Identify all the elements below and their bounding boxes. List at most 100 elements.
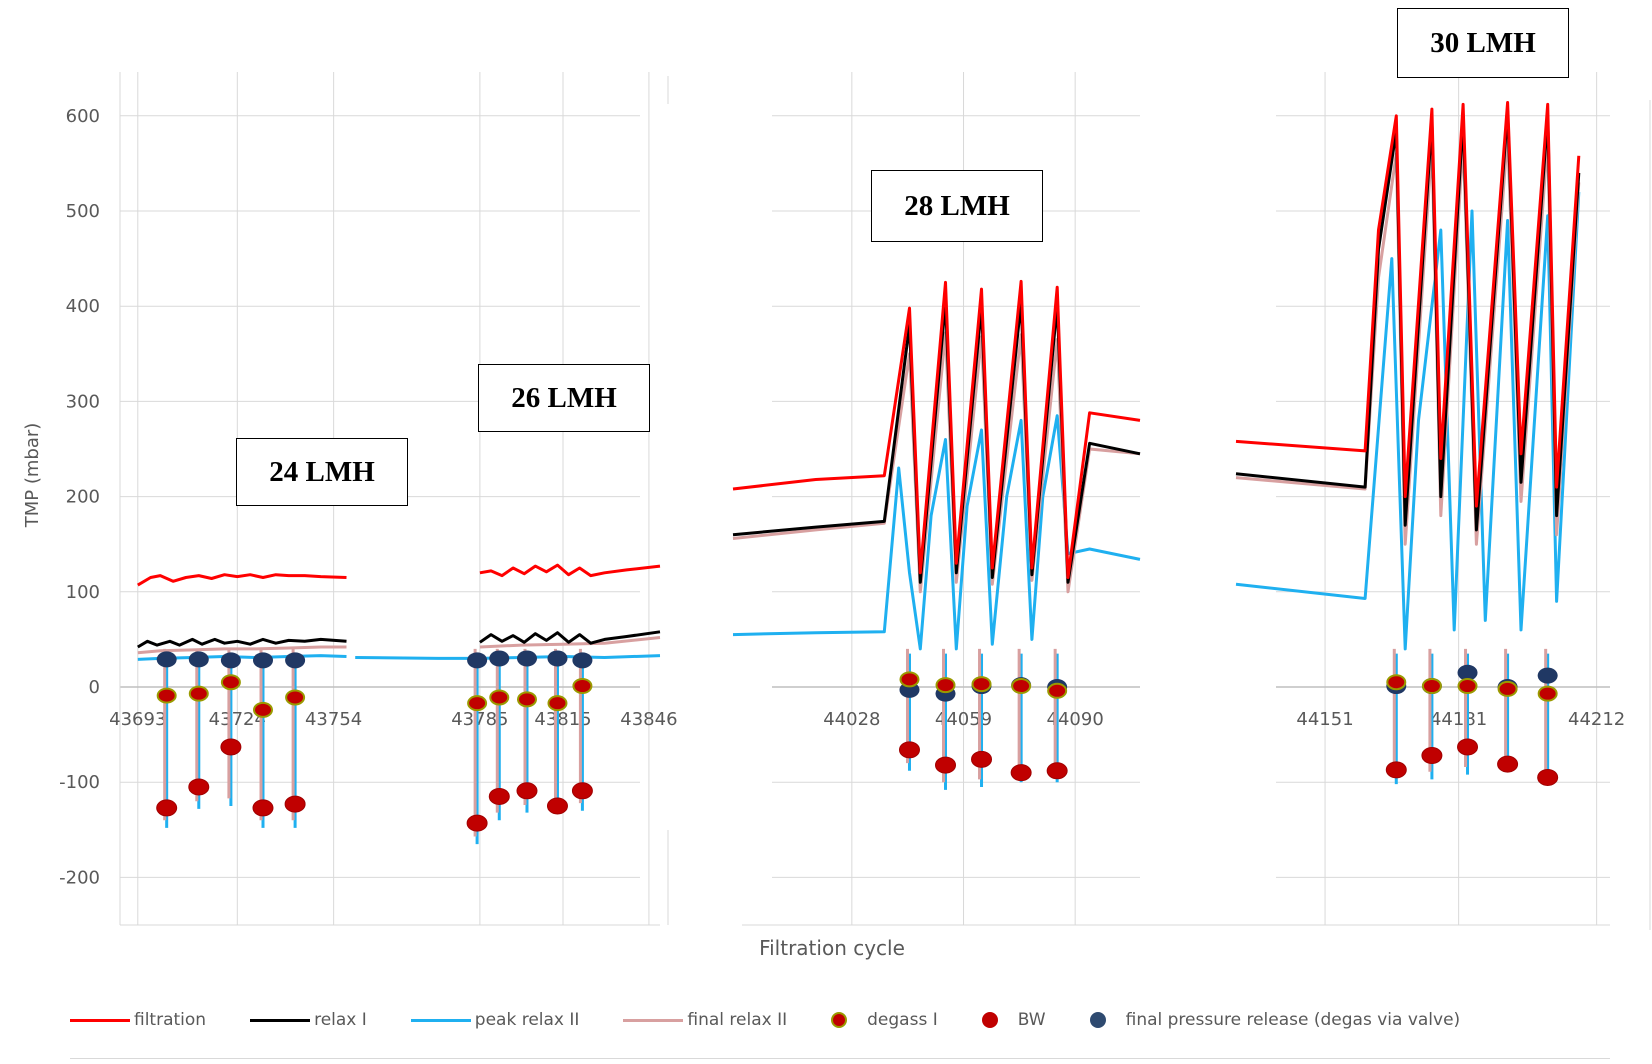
series-relax-i-panel-1	[479, 630, 661, 645]
bw-point	[546, 797, 568, 815]
legend-divider	[70, 1058, 1610, 1059]
final-pressure-release-point	[220, 652, 241, 669]
y-tick-label: 300	[66, 391, 100, 412]
degass-i-point	[1537, 685, 1558, 702]
bw-point	[1497, 755, 1519, 773]
x-tick-label: 44212	[1568, 709, 1625, 730]
series-peak-relax-ii-panel-2	[732, 414, 1141, 651]
legend-swatch-peak-relax-ii	[410, 1018, 471, 1022]
legend-item-bw: BW	[981, 1010, 1046, 1030]
final-pressure-release-point	[285, 652, 306, 669]
y-tick-label: 400	[66, 296, 100, 317]
legend-swatch-relax-i	[250, 1018, 311, 1022]
series-filtration-panel-0	[137, 573, 347, 587]
x-tick-label: 44151	[1296, 709, 1353, 730]
bw-point	[220, 738, 242, 756]
bw-point	[571, 782, 593, 800]
degass-i-point	[188, 685, 209, 702]
bw-point	[1457, 738, 1479, 756]
degass-i-point	[467, 695, 488, 712]
legend-item-degass-i: degass I	[831, 1010, 938, 1030]
degass-i-point	[1011, 678, 1032, 695]
x-tick-label: 44059	[935, 709, 992, 730]
bw-point	[516, 782, 538, 800]
legend-swatch-bw	[981, 1012, 998, 1028]
bw-point	[252, 799, 274, 817]
series-final-relax-ii-panel-0	[137, 645, 347, 655]
x-tick-label: 44028	[823, 709, 880, 730]
legend-item-peak-relax-ii: peak relax II	[410, 1010, 580, 1030]
bw-point	[971, 750, 993, 768]
legend-swatch-final-relax-ii	[623, 1018, 684, 1022]
bw-point	[1046, 762, 1068, 780]
flux-label-26: 26 LMH	[478, 364, 650, 432]
flux-label-28: 28 LMH	[871, 170, 1043, 242]
final-pressure-release-point	[516, 650, 537, 667]
bw-point	[156, 799, 178, 817]
degass-i-point	[1497, 680, 1518, 697]
degass-i-point	[572, 678, 593, 695]
series-filtration-panel-1	[479, 563, 661, 578]
degass-i-point	[935, 677, 956, 694]
y-tick-label: 100	[66, 582, 100, 603]
degass-i-point	[516, 691, 537, 708]
flux-label-24: 24 LMH	[236, 438, 408, 506]
series-relax-i-panel-2	[732, 299, 1141, 584]
series-peak-relax-ii-panel-3	[1235, 191, 1581, 651]
final-pressure-release-point	[188, 651, 209, 668]
x-tick-label: 44181	[1430, 709, 1487, 730]
series-layer	[137, 101, 1581, 845]
final-pressure-release-point	[547, 650, 568, 667]
final-pressure-release-point	[572, 652, 593, 669]
degass-i-point	[547, 695, 568, 712]
bw-point	[1537, 768, 1559, 786]
legend-label-bw: BW	[1017, 1010, 1046, 1030]
legend-label-filtration: filtration	[134, 1010, 207, 1030]
legend-item-relax-i: relax I	[250, 1010, 367, 1030]
degass-i-point	[489, 689, 510, 706]
legend: filtration relax I peak relax II final r…	[70, 1002, 1610, 1038]
axis-layer: -200 -100 0 100 200 300 400 500 600 43693 43724 437…	[59, 72, 1651, 930]
bw-point	[466, 814, 488, 832]
y-tick-label: 600	[66, 106, 100, 127]
degass-i-point	[156, 687, 177, 704]
degass-i-point	[1421, 678, 1442, 695]
y-tick-label: 200	[66, 487, 100, 508]
legend-label-peak-relax-ii: peak relax II	[474, 1010, 580, 1030]
series-final-relax-ii-panel-1	[479, 636, 661, 649]
final-pressure-release-point	[489, 650, 510, 667]
flux-label-30: 30 LMH	[1397, 8, 1569, 78]
legend-label-final-pressure-release: final pressure release (degas via valve)	[1125, 1010, 1461, 1030]
degass-i-point	[253, 701, 273, 718]
degass-i-point	[285, 689, 306, 706]
final-pressure-release-point	[1457, 664, 1478, 681]
final-pressure-release-point	[1537, 667, 1558, 684]
x-tick-label: 43846	[620, 709, 677, 730]
final-pressure-release-point	[253, 652, 273, 669]
y-tick-label: 0	[89, 677, 100, 698]
y-tick-label: -100	[59, 772, 100, 793]
degass-i-point	[1047, 682, 1068, 699]
series-filtration-panel-2	[732, 279, 1141, 579]
series-filtration-panel-3	[1235, 101, 1581, 508]
legend-label-final-relax-ii: final relax II	[687, 1010, 788, 1030]
degass-i-point	[899, 671, 920, 688]
bw-point	[1421, 747, 1443, 765]
y-axis-label: TMP (mbar)	[22, 423, 43, 529]
legend-swatch-degass-i	[831, 1012, 848, 1028]
final-pressure-release-point	[467, 652, 488, 669]
final-pressure-release-point	[156, 651, 177, 668]
degass-i-point	[1386, 674, 1407, 691]
degass-i-point	[1457, 678, 1478, 695]
legend-item-final-pressure-release: final pressure release (degas via valve)	[1089, 1010, 1461, 1030]
legend-label-degass-i: degass I	[867, 1010, 938, 1030]
legend-swatch-final-pressure-release	[1089, 1012, 1106, 1028]
bw-point	[188, 778, 210, 796]
bw-point	[284, 795, 306, 813]
legend-label-relax-i: relax I	[314, 1010, 367, 1030]
x-tick-label: 43724	[209, 709, 266, 730]
legend-swatch-filtration	[70, 1018, 130, 1022]
bw-point	[898, 741, 920, 759]
x-tick-label: 43754	[305, 709, 362, 730]
